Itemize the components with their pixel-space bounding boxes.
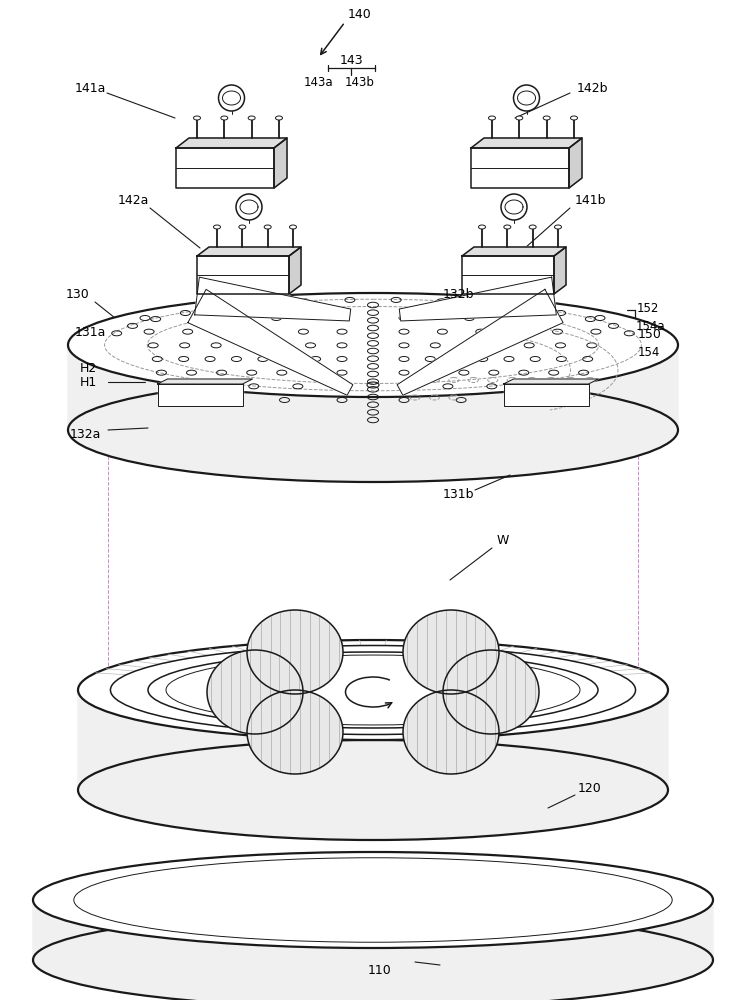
- Ellipse shape: [403, 610, 499, 694]
- Ellipse shape: [148, 652, 598, 728]
- Polygon shape: [503, 384, 589, 406]
- Text: 132a: 132a: [69, 428, 101, 442]
- Ellipse shape: [239, 225, 246, 229]
- Ellipse shape: [571, 116, 577, 120]
- Polygon shape: [462, 247, 566, 256]
- Ellipse shape: [529, 225, 536, 229]
- Ellipse shape: [479, 225, 486, 229]
- Ellipse shape: [489, 116, 495, 120]
- Ellipse shape: [403, 690, 499, 774]
- Ellipse shape: [68, 293, 678, 397]
- Polygon shape: [195, 277, 351, 321]
- Ellipse shape: [543, 116, 551, 120]
- Ellipse shape: [33, 852, 713, 948]
- Ellipse shape: [290, 225, 297, 229]
- Text: 132b: 132b: [442, 288, 474, 300]
- Ellipse shape: [247, 610, 343, 694]
- Polygon shape: [68, 293, 678, 482]
- Polygon shape: [197, 256, 289, 294]
- Text: 142b: 142b: [576, 82, 608, 95]
- Ellipse shape: [193, 116, 200, 120]
- Polygon shape: [176, 138, 287, 148]
- Text: 131b: 131b: [442, 488, 474, 502]
- Ellipse shape: [443, 650, 539, 734]
- Ellipse shape: [516, 116, 523, 120]
- Polygon shape: [554, 247, 566, 294]
- Polygon shape: [176, 148, 274, 188]
- Ellipse shape: [214, 225, 220, 229]
- Ellipse shape: [264, 225, 271, 229]
- Polygon shape: [397, 289, 563, 395]
- Polygon shape: [503, 379, 598, 384]
- Ellipse shape: [276, 116, 282, 120]
- Text: H1: H1: [79, 375, 96, 388]
- Polygon shape: [33, 852, 713, 1000]
- Text: 143b: 143b: [345, 76, 375, 89]
- Ellipse shape: [554, 225, 562, 229]
- Polygon shape: [187, 289, 353, 395]
- Text: W: W: [497, 534, 509, 546]
- Text: 131a: 131a: [74, 326, 105, 338]
- Polygon shape: [158, 384, 243, 406]
- Polygon shape: [462, 256, 554, 294]
- Text: 140: 140: [348, 8, 372, 21]
- Text: 143: 143: [339, 53, 363, 66]
- Ellipse shape: [78, 640, 668, 740]
- Text: 150: 150: [638, 328, 662, 342]
- Ellipse shape: [221, 116, 228, 120]
- Text: 141a: 141a: [74, 82, 105, 95]
- Text: 143a: 143a: [303, 76, 333, 89]
- Polygon shape: [399, 277, 557, 321]
- Ellipse shape: [503, 225, 511, 229]
- Polygon shape: [471, 138, 582, 148]
- Text: 110: 110: [368, 964, 392, 976]
- Text: 154a: 154a: [635, 320, 665, 332]
- Text: 152: 152: [636, 302, 659, 314]
- Text: 142a: 142a: [117, 194, 149, 207]
- Ellipse shape: [248, 116, 255, 120]
- Ellipse shape: [207, 650, 303, 734]
- Polygon shape: [274, 138, 287, 188]
- Polygon shape: [289, 247, 301, 294]
- Text: 154: 154: [638, 346, 660, 359]
- Text: 130: 130: [66, 288, 90, 302]
- Polygon shape: [158, 379, 252, 384]
- Polygon shape: [569, 138, 582, 188]
- Polygon shape: [197, 247, 301, 256]
- Text: 141b: 141b: [574, 194, 606, 207]
- Polygon shape: [471, 148, 569, 188]
- Text: H2: H2: [79, 361, 96, 374]
- Text: 120: 120: [578, 782, 602, 794]
- Ellipse shape: [247, 690, 343, 774]
- Polygon shape: [78, 640, 668, 840]
